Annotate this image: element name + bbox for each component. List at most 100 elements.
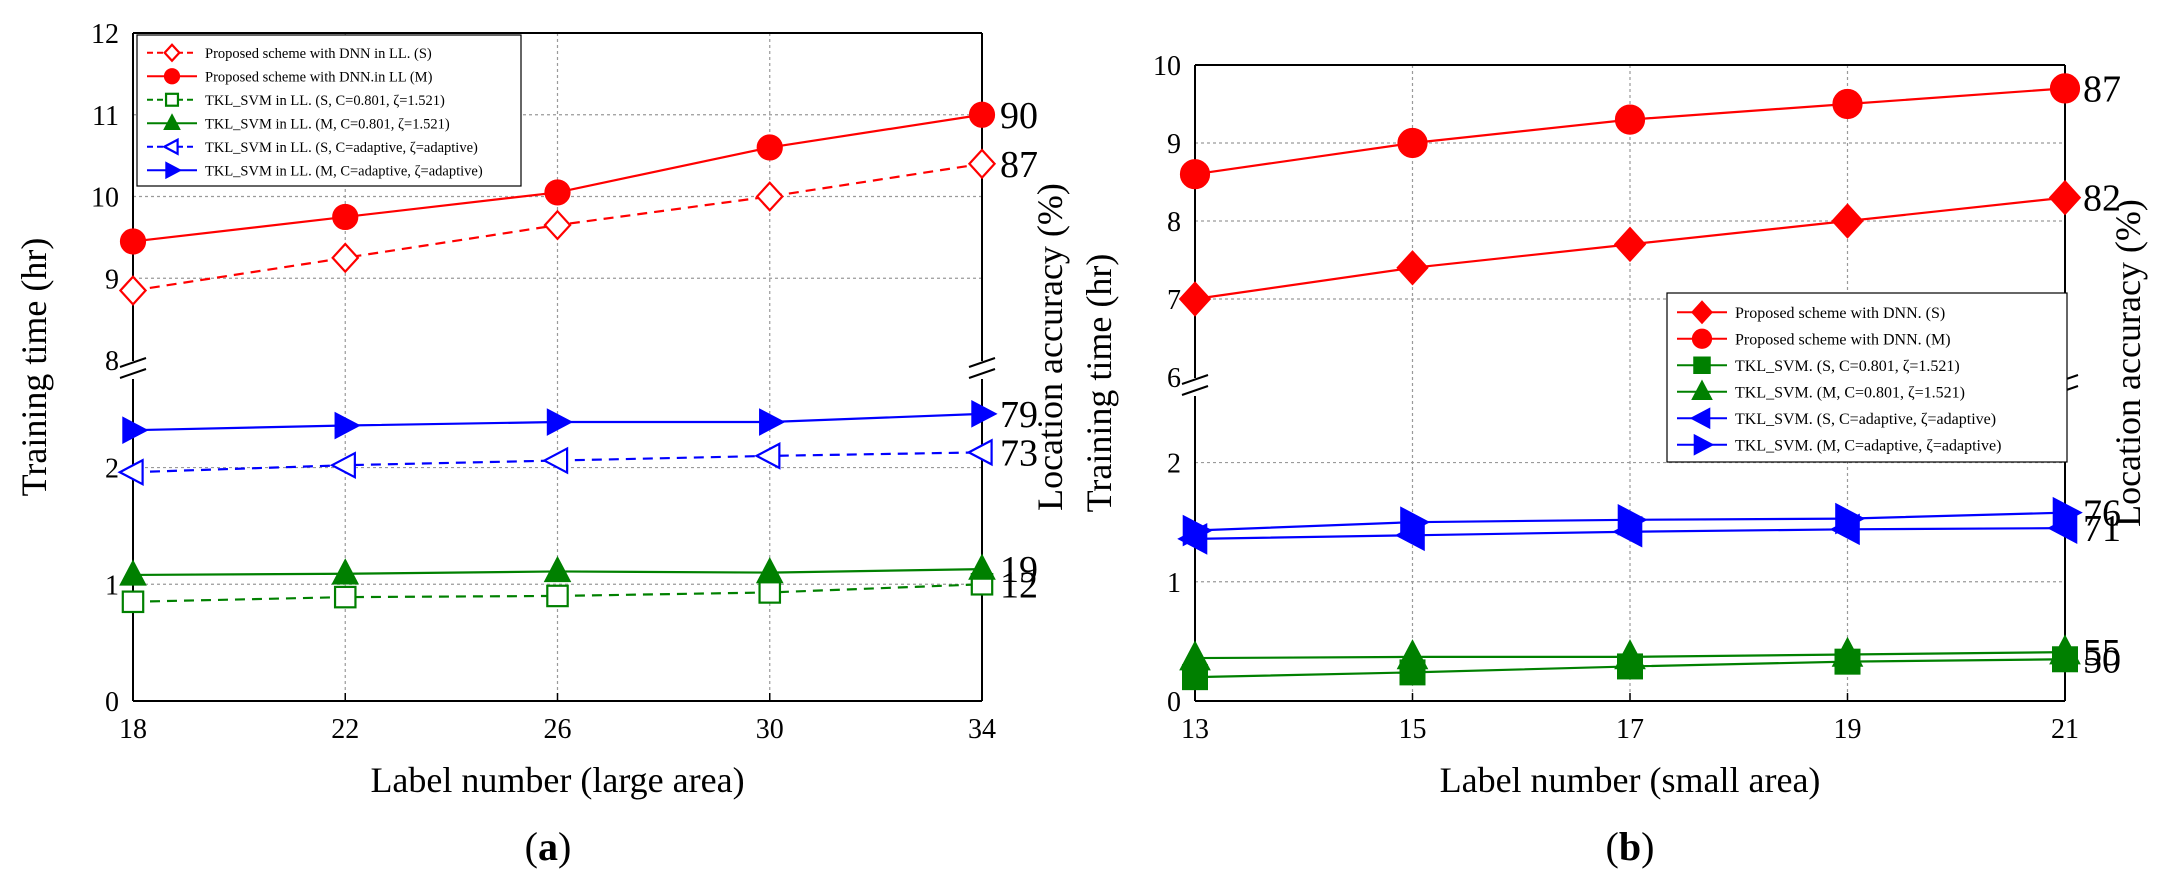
series-line <box>132 451 983 474</box>
series-a-4 <box>117 438 993 487</box>
legend-label: Proposed scheme with DNN. (M) <box>1735 331 1951 348</box>
y-tick-label: 10 <box>1153 51 1181 82</box>
series-a-3 <box>119 553 996 586</box>
axis-break-mark <box>119 357 147 368</box>
data-point <box>1614 639 1646 670</box>
panel-label: (a) <box>525 824 572 869</box>
x-tick-label: 34 <box>968 714 996 745</box>
x-tick-label: 30 <box>756 714 784 745</box>
legend-marker <box>163 43 181 63</box>
legend-label: TKL_SVM in LL. (M, C=0.801, ζ=1.521) <box>205 116 450 132</box>
legend-marker <box>163 68 181 85</box>
end-accuracy-label: 87 <box>2083 68 2121 110</box>
data-point <box>1613 226 1647 263</box>
x-tick-label: 21 <box>2051 714 2079 745</box>
data-point <box>1179 159 1211 190</box>
x-tick-label: 13 <box>1181 714 1209 745</box>
panel-label: (b) <box>1606 824 1655 869</box>
legend-label: TKL_SVM. (M, C=adaptive, ζ=adaptive) <box>1735 437 2001 454</box>
end-accuracy-label: 79 <box>1000 394 1038 436</box>
legend-a: Proposed scheme with DNN in LL. (S) Propo… <box>136 34 522 187</box>
data-point <box>758 581 782 604</box>
data-point <box>755 557 784 584</box>
data-point <box>1397 127 1428 159</box>
y-tick-label: 1 <box>1167 568 1181 599</box>
end-accuracy-label: 82 <box>2083 178 2121 220</box>
data-point <box>1179 640 1211 671</box>
panel-label-paren: ( <box>1606 824 1619 869</box>
data-point <box>1835 502 1866 535</box>
end-accuracy-label: 12 <box>1000 564 1038 606</box>
data-point <box>1831 203 1864 239</box>
axis-break-mark <box>968 357 996 368</box>
end-accuracy-label: 73 <box>1000 432 1038 474</box>
data-point <box>756 134 783 161</box>
y-axis-title-right: Location accuracy (%) <box>2108 199 2148 527</box>
end-accuracy-label: 55 <box>2083 632 2121 674</box>
series-b-0 <box>1178 179 2082 317</box>
data-point <box>1614 104 1646 135</box>
x-axis-title: Label number (large area) <box>370 760 744 800</box>
y-tick-label: 9 <box>105 264 119 295</box>
legend-marker <box>1693 356 1711 375</box>
legend-label: TKL_SVM. (S, C=0.801, ζ=1.521) <box>1735 358 1960 375</box>
legend-marker <box>164 92 180 107</box>
data-point <box>2049 634 2081 665</box>
data-point <box>544 179 571 206</box>
data-point <box>754 442 781 470</box>
data-point <box>543 555 572 583</box>
series-a-2 <box>121 572 994 614</box>
legend-marker <box>165 161 183 180</box>
x-tick-label: 19 <box>1834 714 1862 745</box>
axis-break-mark <box>119 368 147 379</box>
end-accuracy-label: 76 <box>2083 493 2121 535</box>
y-tick-label: 9 <box>1167 129 1181 160</box>
series-line <box>132 583 983 603</box>
data-point <box>1400 506 1431 538</box>
legend-marker <box>1691 328 1713 349</box>
legend-label: TKL_SVM. (S, C=adaptive, ζ=adaptive) <box>1735 411 1996 428</box>
x-axis-title: Label number (small area) <box>1440 760 1821 800</box>
end-accuracy-label: 71 <box>2083 508 2121 550</box>
legend-label: TKL_SVM. (M, C=0.801, ζ=1.521) <box>1735 384 1965 401</box>
end-accuracy-label: 87 <box>1000 144 1038 186</box>
y-axis-title: Training time (hr) <box>14 238 54 497</box>
legend-label: TKL_SVM in LL. (S, C=adaptive, ζ=adaptiv… <box>205 140 478 156</box>
legend-marker <box>1691 300 1713 325</box>
panel-label-letter: a <box>538 824 558 869</box>
data-point <box>331 558 360 585</box>
data-point <box>329 451 356 480</box>
legend-b: Proposed scheme with DNN. (S) Proposed sc… <box>1666 292 2068 463</box>
data-point <box>1831 636 1864 667</box>
data-point <box>543 209 572 241</box>
data-point <box>118 275 148 306</box>
legend-marker <box>1689 407 1711 430</box>
data-point <box>968 553 996 580</box>
data-point <box>968 101 996 128</box>
data-point <box>332 203 359 231</box>
series-a-5 <box>122 400 998 445</box>
series-b-5 <box>1182 496 2083 547</box>
legend-label: TKL_SVM in LL. (S, C=0.801, ζ=1.521) <box>205 93 445 109</box>
panel-label-letter: b <box>1619 824 1641 869</box>
y-tick-label: 6 <box>1167 363 1181 394</box>
data-point <box>1182 514 1213 547</box>
panel-label-paren: ( <box>525 824 538 869</box>
y-tick-label: 12 <box>91 19 119 50</box>
data-point <box>331 242 360 274</box>
data-point <box>334 411 361 440</box>
legend-marker <box>1693 433 1715 456</box>
data-point <box>546 584 569 608</box>
y-tick-label: 11 <box>92 101 119 132</box>
axis-break-mark <box>1181 385 1209 396</box>
legend-marker <box>163 113 181 130</box>
y-tick-label: 8 <box>105 346 119 377</box>
x-tick-label: 18 <box>119 714 147 745</box>
series-a-1 <box>119 101 996 255</box>
data-point <box>971 400 998 428</box>
x-tick-label: 22 <box>331 714 359 745</box>
end-accuracy-label: 19 <box>1000 549 1038 591</box>
legend-marker <box>161 137 179 156</box>
legend-box <box>136 34 522 187</box>
series-b-3 <box>1179 634 2081 671</box>
